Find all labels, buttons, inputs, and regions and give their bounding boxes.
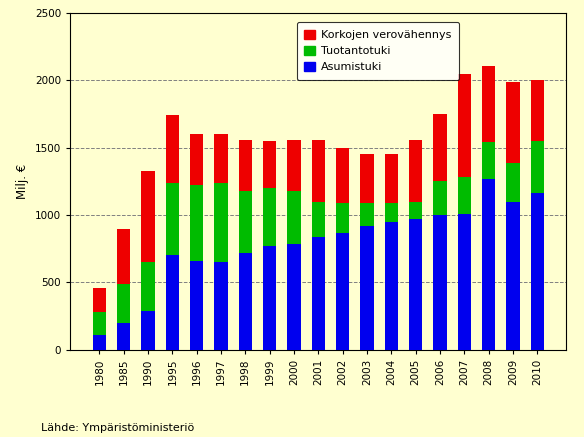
Bar <box>141 262 155 311</box>
Bar <box>530 194 544 350</box>
Bar <box>457 74 471 177</box>
Bar <box>360 154 374 203</box>
Bar <box>214 183 228 262</box>
Bar <box>263 188 276 246</box>
Bar <box>214 134 228 183</box>
Bar <box>482 179 495 350</box>
Bar <box>239 253 252 350</box>
Bar <box>141 311 155 350</box>
Bar <box>385 222 398 350</box>
Bar <box>433 114 447 181</box>
Bar <box>287 191 301 244</box>
Bar <box>93 312 106 335</box>
Bar <box>506 82 520 163</box>
Bar <box>93 288 106 312</box>
Bar <box>385 203 398 222</box>
Bar <box>141 170 155 262</box>
Bar <box>360 226 374 350</box>
Bar <box>190 134 203 185</box>
Bar <box>336 232 349 350</box>
Y-axis label: Milj. €: Milj. € <box>16 164 29 199</box>
Bar <box>457 177 471 214</box>
Bar <box>263 141 276 188</box>
Bar <box>312 236 325 350</box>
Bar <box>93 335 106 350</box>
Bar <box>166 183 179 255</box>
Bar <box>239 140 252 191</box>
Bar <box>214 262 228 350</box>
Bar <box>287 140 301 191</box>
Bar <box>117 229 130 284</box>
Bar <box>506 163 520 201</box>
Bar <box>409 140 422 201</box>
Bar <box>409 219 422 350</box>
Bar <box>287 244 301 350</box>
Bar <box>190 261 203 350</box>
Bar <box>190 185 203 261</box>
Bar <box>385 154 398 203</box>
Bar <box>360 203 374 226</box>
Bar <box>166 115 179 183</box>
Bar <box>336 203 349 232</box>
Bar <box>482 66 495 142</box>
Bar <box>433 215 447 350</box>
Bar <box>117 323 130 350</box>
Bar <box>312 140 325 201</box>
Bar <box>166 255 179 350</box>
Bar <box>457 214 471 350</box>
Bar <box>506 201 520 350</box>
Bar <box>530 141 544 194</box>
Bar <box>239 191 252 253</box>
Bar <box>312 201 325 236</box>
Bar <box>482 142 495 179</box>
Bar <box>433 181 447 215</box>
Bar <box>409 201 422 219</box>
Bar <box>117 284 130 323</box>
Text: Lähde: Ympäristöministeriö: Lähde: Ympäristöministeriö <box>41 423 194 433</box>
Bar <box>263 246 276 350</box>
Legend: Korkojen verovähennys, Tuotantotuki, Asumistuki: Korkojen verovähennys, Tuotantotuki, Asu… <box>297 22 459 80</box>
Bar <box>530 80 544 141</box>
Bar <box>336 148 349 203</box>
